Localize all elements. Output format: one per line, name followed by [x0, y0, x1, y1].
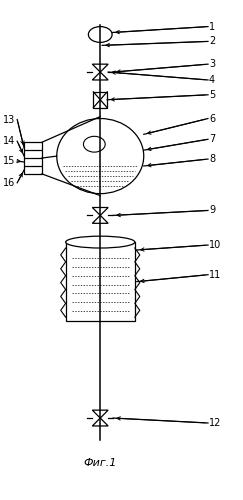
Text: 13: 13	[3, 114, 16, 124]
Polygon shape	[92, 208, 108, 216]
Text: 10: 10	[209, 240, 221, 250]
Bar	[24, 142, 42, 174]
Text: 14: 14	[3, 136, 16, 146]
Text: 3: 3	[209, 59, 215, 69]
Text: 11: 11	[209, 270, 221, 280]
Bar	[66, 242, 135, 321]
Text: 12: 12	[209, 418, 221, 428]
Text: 1: 1	[209, 22, 215, 32]
Text: 15: 15	[3, 156, 16, 166]
Text: Фиг.1: Фиг.1	[84, 458, 117, 468]
Text: 2: 2	[209, 36, 215, 46]
Ellipse shape	[83, 136, 105, 152]
Polygon shape	[92, 72, 108, 80]
Ellipse shape	[57, 118, 144, 194]
Polygon shape	[92, 418, 108, 426]
Text: 8: 8	[209, 154, 215, 164]
Text: 16: 16	[3, 178, 16, 188]
Polygon shape	[92, 64, 108, 72]
Bar	[93, 92, 107, 108]
Polygon shape	[92, 410, 108, 418]
Text: 7: 7	[209, 134, 215, 144]
Text: 6: 6	[209, 114, 215, 124]
Polygon shape	[92, 216, 108, 224]
Text: 4: 4	[209, 75, 215, 85]
Ellipse shape	[88, 26, 112, 42]
Text: 9: 9	[209, 206, 215, 216]
Text: 5: 5	[209, 90, 215, 100]
Ellipse shape	[66, 236, 135, 248]
